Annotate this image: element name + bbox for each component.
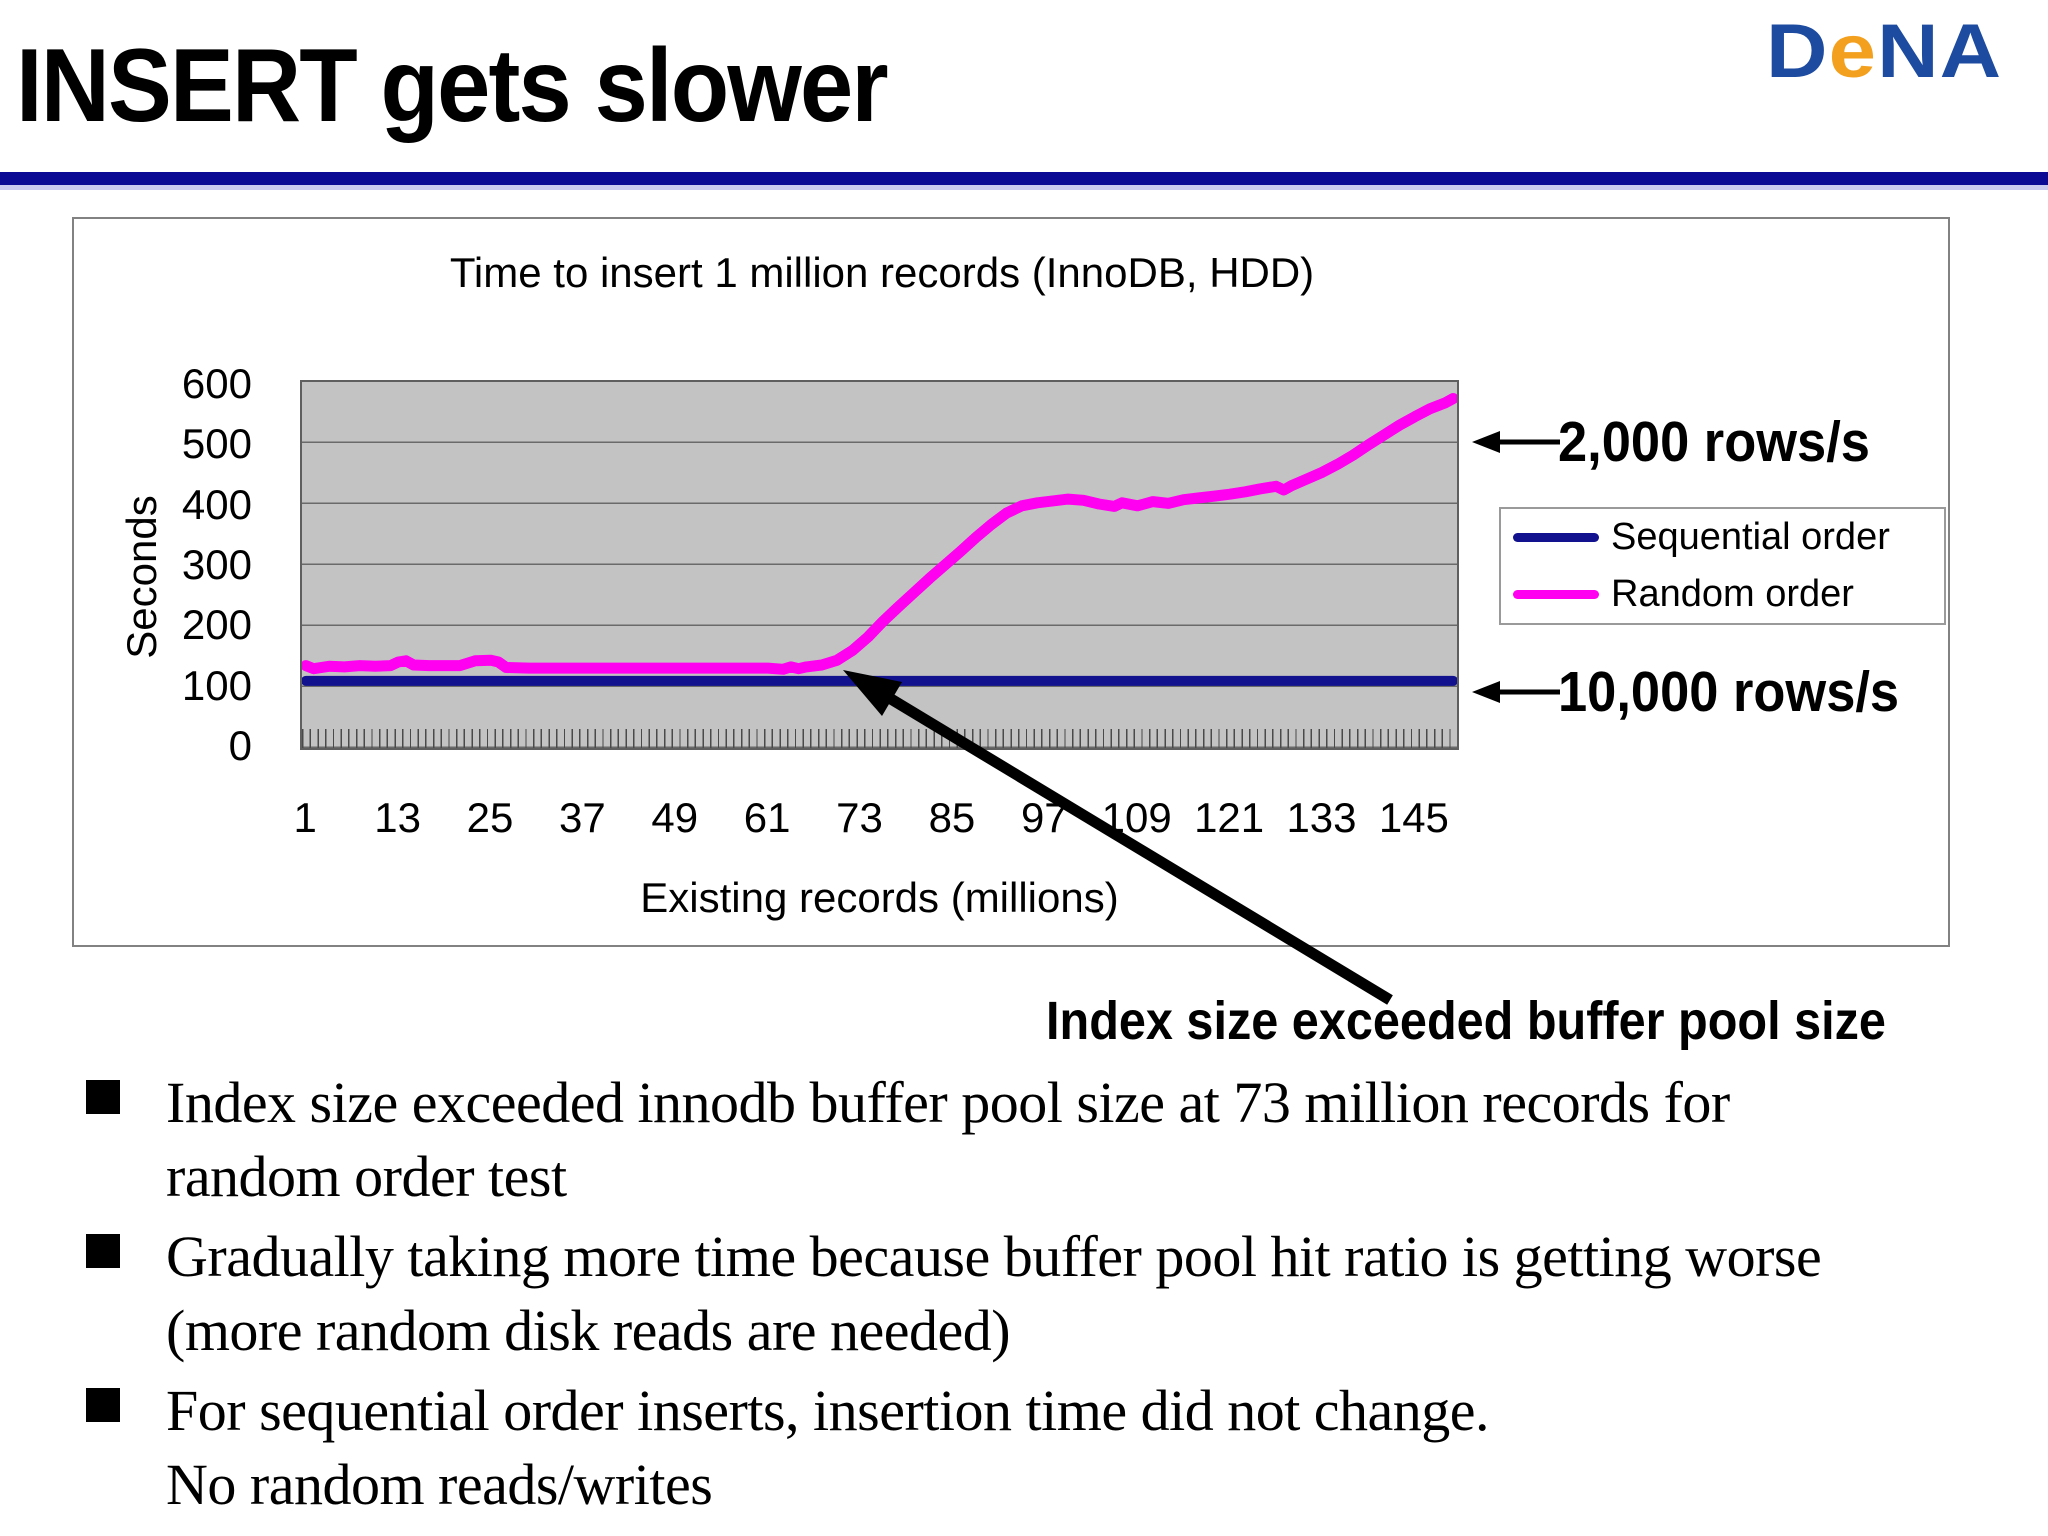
title-divider-highlight [0,185,2048,190]
chart-series-svg [302,393,1457,686]
x-tick-label: 61 [743,794,791,841]
list-item: Gradually taking more time because buffe… [86,1220,2016,1368]
bullet-text: For sequential order inserts, insertion … [166,1374,1490,1522]
y-tick-label: 400 [181,480,252,528]
x-tick-label: 133 [1286,794,1357,841]
x-tick-label: 13 [374,794,421,841]
x-axis-tick-labels: 1 13 25 37 49 61 73 85 97 109 121 133 145 [259,794,1469,842]
sequential-line-swatch [1513,533,1599,542]
dena-logo: DeNA [1766,14,2002,90]
x-tick-label: 85 [928,794,976,841]
left-arrow-icon [1472,681,1560,703]
chart-legend: Sequential order Random order [1499,507,1946,625]
logo-letter-e: e [1828,9,1878,94]
bullet-line: random order test [166,1144,567,1209]
rate-annotation-10000: 10,000 rows/s [1558,660,1900,724]
chart-panel: Time to insert 1 million records (InnoDB… [72,217,1950,947]
bullet-line: Index size exceeded innodb buffer pool s… [166,1070,1730,1135]
bullet-line: (more random disk reads are needed) [166,1298,1011,1363]
x-tick-label: 73 [836,794,883,841]
square-bullet-icon [86,1234,120,1268]
x-tick-label: 25 [466,794,514,841]
legend-item-sequential: Sequential order [1501,509,1944,566]
legend-label-sequential: Sequential order [1611,516,1890,558]
rate-annotation-2000: 2,000 rows/s [1558,410,1870,474]
x-tick-label: 145 [1378,794,1449,841]
plot-area [300,380,1459,750]
x-tick-label: 49 [651,794,699,841]
legend-label-random: Random order [1611,573,1854,615]
y-axis-tick-labels: 600 500 400 300 200 100 0 [62,354,252,776]
y-tick-label: 200 [181,601,252,649]
x-tick-label: 37 [559,794,606,841]
legend-item-random: Random order [1501,566,1944,623]
random-line-swatch [1513,590,1599,599]
x-tick-label: 109 [1101,794,1172,841]
x-axis-title: Existing records (millions) [640,874,1119,921]
x-tick-label: 97 [1020,794,1068,841]
page-title: INSERT gets slower [16,28,889,144]
logo-letter-d: D [1766,9,1829,94]
y-tick-label: 600 [181,360,252,407]
random-order-line [302,393,1457,675]
list-item: Index size exceeded innodb buffer pool s… [86,1066,2016,1214]
buffer-pool-annotation: Index size exceeded buffer pool size [1046,991,1886,1051]
x-axis-minor-ticks [302,729,1457,748]
bullet-line: Gradually taking more time because buffe… [166,1224,1822,1289]
y-tick-label: 0 [228,721,252,769]
chart-title: Time to insert 1 million records (InnoDB… [449,249,1315,296]
bullet-line: For sequential order inserts, insertion … [166,1378,1490,1443]
y-tick-label: 100 [181,661,252,709]
logo-letters-na: NA [1877,9,2003,94]
bullet-text: Index size exceeded innodb buffer pool s… [166,1066,1730,1214]
x-tick-label: 1 [293,794,317,841]
title-divider [0,172,2048,185]
y-tick-label: 500 [181,420,252,468]
bullet-line: No random reads/writes [166,1452,713,1517]
y-tick-label: 300 [181,540,252,588]
left-arrow-icon [1472,431,1560,453]
list-item: For sequential order inserts, insertion … [86,1374,2016,1522]
x-tick-label: 121 [1194,794,1265,841]
square-bullet-icon [86,1388,120,1422]
bullet-list: Index size exceeded innodb buffer pool s… [86,1066,2016,1528]
square-bullet-icon [86,1080,120,1114]
bullet-text: Gradually taking more time because buffe… [166,1220,1822,1368]
